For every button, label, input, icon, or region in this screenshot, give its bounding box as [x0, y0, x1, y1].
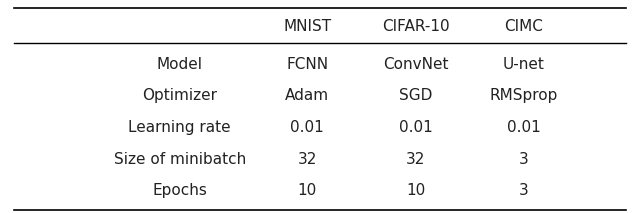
Text: 10: 10: [298, 183, 317, 198]
Text: MNIST: MNIST: [283, 19, 332, 34]
Text: 3: 3: [519, 183, 529, 198]
Text: 0.01: 0.01: [291, 120, 324, 135]
Text: 32: 32: [406, 152, 425, 167]
Text: Learning rate: Learning rate: [129, 120, 231, 135]
Text: CIFAR-10: CIFAR-10: [382, 19, 449, 34]
Text: SGD: SGD: [399, 88, 432, 104]
Text: 0.01: 0.01: [399, 120, 433, 135]
Text: Optimizer: Optimizer: [142, 88, 218, 104]
Text: 3: 3: [519, 152, 529, 167]
Text: 10: 10: [406, 183, 425, 198]
Text: CIMC: CIMC: [504, 19, 543, 34]
Text: U-net: U-net: [503, 57, 545, 72]
Text: RMSprop: RMSprop: [490, 88, 558, 104]
Text: ConvNet: ConvNet: [383, 57, 449, 72]
Text: Size of minibatch: Size of minibatch: [114, 152, 246, 167]
Text: 32: 32: [298, 152, 317, 167]
Text: 0.01: 0.01: [507, 120, 541, 135]
Text: Epochs: Epochs: [152, 183, 207, 198]
Text: Adam: Adam: [285, 88, 330, 104]
Text: FCNN: FCNN: [286, 57, 328, 72]
Text: Model: Model: [157, 57, 203, 72]
